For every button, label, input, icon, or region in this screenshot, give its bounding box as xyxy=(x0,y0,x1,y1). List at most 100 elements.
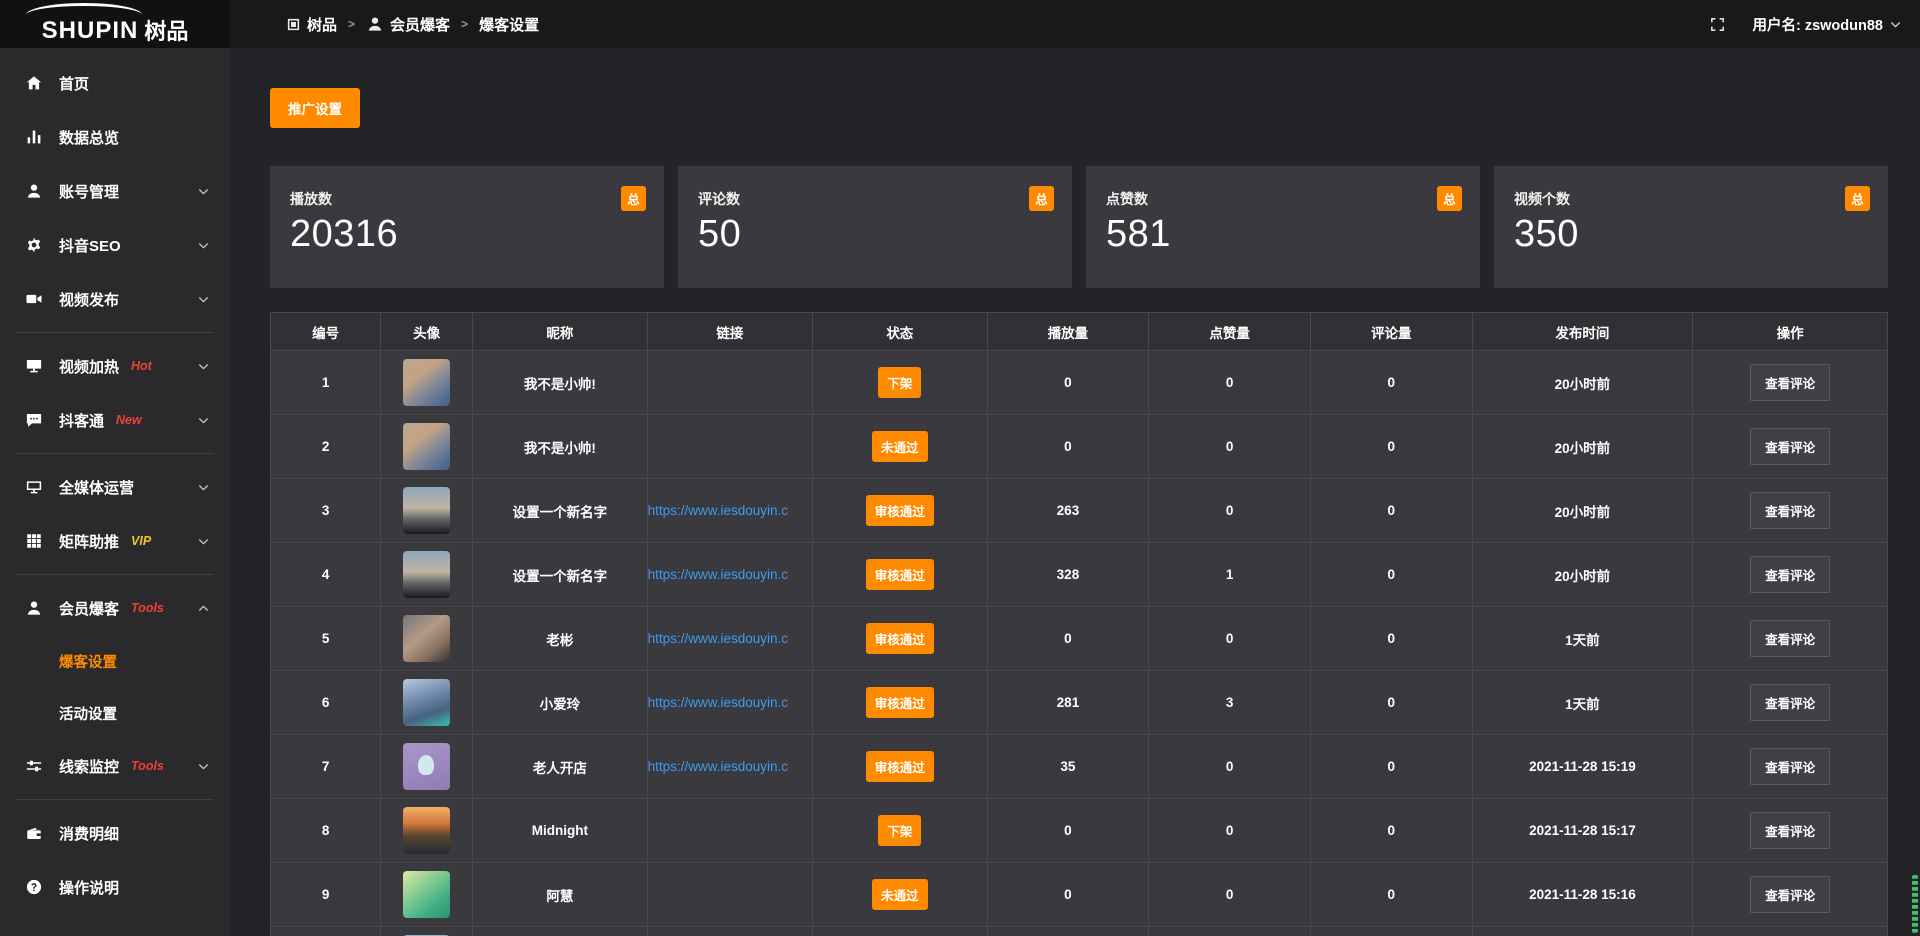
cell-action: 查看评论 xyxy=(1692,862,1888,927)
view-comments-button[interactable]: 查看评论 xyxy=(1750,748,1831,785)
cell-avatar xyxy=(380,862,474,927)
avatar xyxy=(403,551,451,598)
chevron-down-icon xyxy=(1889,18,1902,31)
sidebar-item-doukatong[interactable]: 抖客通 New xyxy=(0,393,230,447)
main-content: 推广设置 播放数 总 20316 评论数 总 50 点赞数 总 581 视频个数… xyxy=(230,48,1920,936)
cell-action: 查看评论 xyxy=(1692,414,1888,479)
cell-publish-time: 20小时前 xyxy=(1471,542,1694,607)
cell-action: 查看评论 xyxy=(1692,798,1888,863)
scrollbar-thumb[interactable] xyxy=(1912,875,1918,933)
view-comments-button[interactable]: 查看评论 xyxy=(1750,620,1831,657)
cell-link: https://www.iesdouyin.c xyxy=(646,478,814,543)
avatar xyxy=(403,423,451,470)
cell-nickname: 设置一个新名字 xyxy=(472,542,648,607)
sidebar-item-consume-detail[interactable]: 消费明细 xyxy=(0,806,230,860)
menu-tag: New xyxy=(116,413,142,427)
video-icon xyxy=(24,290,44,308)
sidebar-item-clue-monitor[interactable]: 线索监控 Tools xyxy=(0,739,230,793)
cell-status: 审核通过 xyxy=(812,670,988,735)
cell-comments: 0 xyxy=(1309,478,1473,543)
cell-link xyxy=(646,798,814,863)
sidebar-divider xyxy=(16,332,214,333)
sidebar-item-operation-guide[interactable]: 操作说明 xyxy=(0,860,230,914)
sidebar-item-data-overview[interactable]: 数据总览 xyxy=(0,110,230,164)
cell-likes: 0 xyxy=(1148,414,1311,479)
cell-link: https://www.iesdouyin.c xyxy=(646,542,814,607)
view-comments-button[interactable]: 查看评论 xyxy=(1750,876,1831,913)
view-comments-button[interactable]: 查看评论 xyxy=(1750,492,1831,529)
monitor-icon xyxy=(24,478,44,496)
breadcrumb-item-2: 爆客设置 xyxy=(479,16,540,34)
gear-icon xyxy=(24,236,44,254)
table-header-row: 编号 头像 昵称 链接 状态 播放量 点赞量 评论量 发布时间 操作 xyxy=(269,312,1888,351)
sidebar-item-all-media-ops[interactable]: 全媒体运营 xyxy=(0,460,230,514)
breadcrumb-item-0[interactable]: 树品 xyxy=(286,14,337,35)
breadcrumb-item-1[interactable]: 会员爆客 xyxy=(366,14,450,35)
avatar xyxy=(403,615,451,662)
cell-comments: 0 xyxy=(1309,606,1473,671)
column-header: 头像 xyxy=(380,312,474,351)
video-link[interactable]: https://www.iesdouyin.c xyxy=(647,631,788,646)
cell-comments: 0 xyxy=(1309,670,1473,735)
cell-number: 1 xyxy=(269,350,382,415)
sidebar-subitem-activity-settings[interactable]: 活动设置 xyxy=(0,687,230,739)
cell-number: 6 xyxy=(269,670,382,735)
table-row-9: 9 阿慧 未通过 0 0 0 2021-11-28 15:16 查看评论 xyxy=(269,862,1888,927)
table-row-5: 5 老彬 https://www.iesdouyin.c 审核通过 0 0 0 … xyxy=(269,606,1888,671)
cell-status: 未通过 xyxy=(812,414,988,479)
sidebar-item-douyin-seo[interactable]: 抖音SEO xyxy=(0,218,230,272)
video-link[interactable]: https://www.iesdouyin.c xyxy=(647,567,788,582)
cell-plays xyxy=(986,926,1150,936)
column-header: 昵称 xyxy=(472,312,648,351)
view-comments-button[interactable]: 查看评论 xyxy=(1750,812,1831,849)
cell-comments: 0 xyxy=(1309,350,1473,415)
cell-likes: 0 xyxy=(1148,350,1311,415)
status-badge: 未通过 xyxy=(872,879,928,910)
sidebar-item-account-manage[interactable]: 账号管理 xyxy=(0,164,230,218)
view-comments-button[interactable]: 查看评论 xyxy=(1750,428,1831,465)
view-comments-button[interactable]: 查看评论 xyxy=(1750,364,1831,401)
sidebar-item-video-publish[interactable]: 视频发布 xyxy=(0,272,230,326)
table-body: 1 我不是小帅! 下架 0 0 0 20小时前 查看评论 2 我不是小帅! 未通… xyxy=(269,350,1888,936)
column-header: 评论量 xyxy=(1309,312,1473,351)
cell-nickname: 设置一个新名字 xyxy=(472,478,648,543)
cell-status: 未通过 xyxy=(812,862,988,927)
fullscreen-icon[interactable] xyxy=(1709,16,1726,33)
menu-tag: Tools xyxy=(131,601,164,615)
cell-action: 查看评论 xyxy=(1692,670,1888,735)
sidebar-subitem-baoke-settings[interactable]: 爆客设置 xyxy=(0,635,230,687)
column-header: 操作 xyxy=(1692,312,1888,351)
video-link[interactable]: https://www.iesdouyin.c xyxy=(647,759,788,774)
menu-tag: Tools xyxy=(131,759,164,773)
cell-publish-time: 20小时前 xyxy=(1471,414,1694,479)
brand-logo[interactable]: SHUPIN 树品 xyxy=(0,0,230,48)
sidebar-item-member-baoke[interactable]: 会员爆客 Tools xyxy=(0,581,230,635)
view-comments-button[interactable]: 查看评论 xyxy=(1750,556,1831,593)
sidebar-item-home[interactable]: 首页 xyxy=(0,56,230,110)
avatar xyxy=(403,743,451,790)
cell-action: 查看评论 xyxy=(1692,350,1888,415)
status-badge: 审核通过 xyxy=(865,559,934,590)
stat-card-label: 播放数 xyxy=(290,190,332,207)
column-header: 编号 xyxy=(269,312,382,351)
view-comments-button[interactable]: 查看评论 xyxy=(1750,684,1831,721)
cell-plays: 0 xyxy=(986,414,1150,479)
cell-plays: 0 xyxy=(986,798,1150,863)
video-link[interactable]: https://www.iesdouyin.c xyxy=(647,503,788,518)
cell-nickname xyxy=(472,926,648,936)
promo-settings-button[interactable]: 推广设置 xyxy=(270,88,360,128)
table-row-4: 4 设置一个新名字 https://www.iesdouyin.c 审核通过 3… xyxy=(269,542,1888,607)
breadcrumb-separator: > xyxy=(461,17,469,31)
cell-likes xyxy=(1148,926,1311,936)
cell-avatar xyxy=(380,734,474,799)
cell-link: https://www.iesdouyin.c xyxy=(646,734,814,799)
username-menu[interactable]: 用户名: zswodun88 xyxy=(1752,14,1902,35)
status-badge: 未通过 xyxy=(872,431,928,462)
stat-card-value: 581 xyxy=(1106,213,1171,255)
total-badge: 总 xyxy=(1437,186,1462,211)
sidebar-item-matrix-boost[interactable]: 矩阵助推 VIP xyxy=(0,514,230,568)
sidebar-item-video-heat[interactable]: 视频加热 Hot xyxy=(0,339,230,393)
breadcrumb-separator: > xyxy=(348,17,356,31)
column-header: 发布时间 xyxy=(1471,312,1694,351)
video-link[interactable]: https://www.iesdouyin.c xyxy=(647,695,788,710)
